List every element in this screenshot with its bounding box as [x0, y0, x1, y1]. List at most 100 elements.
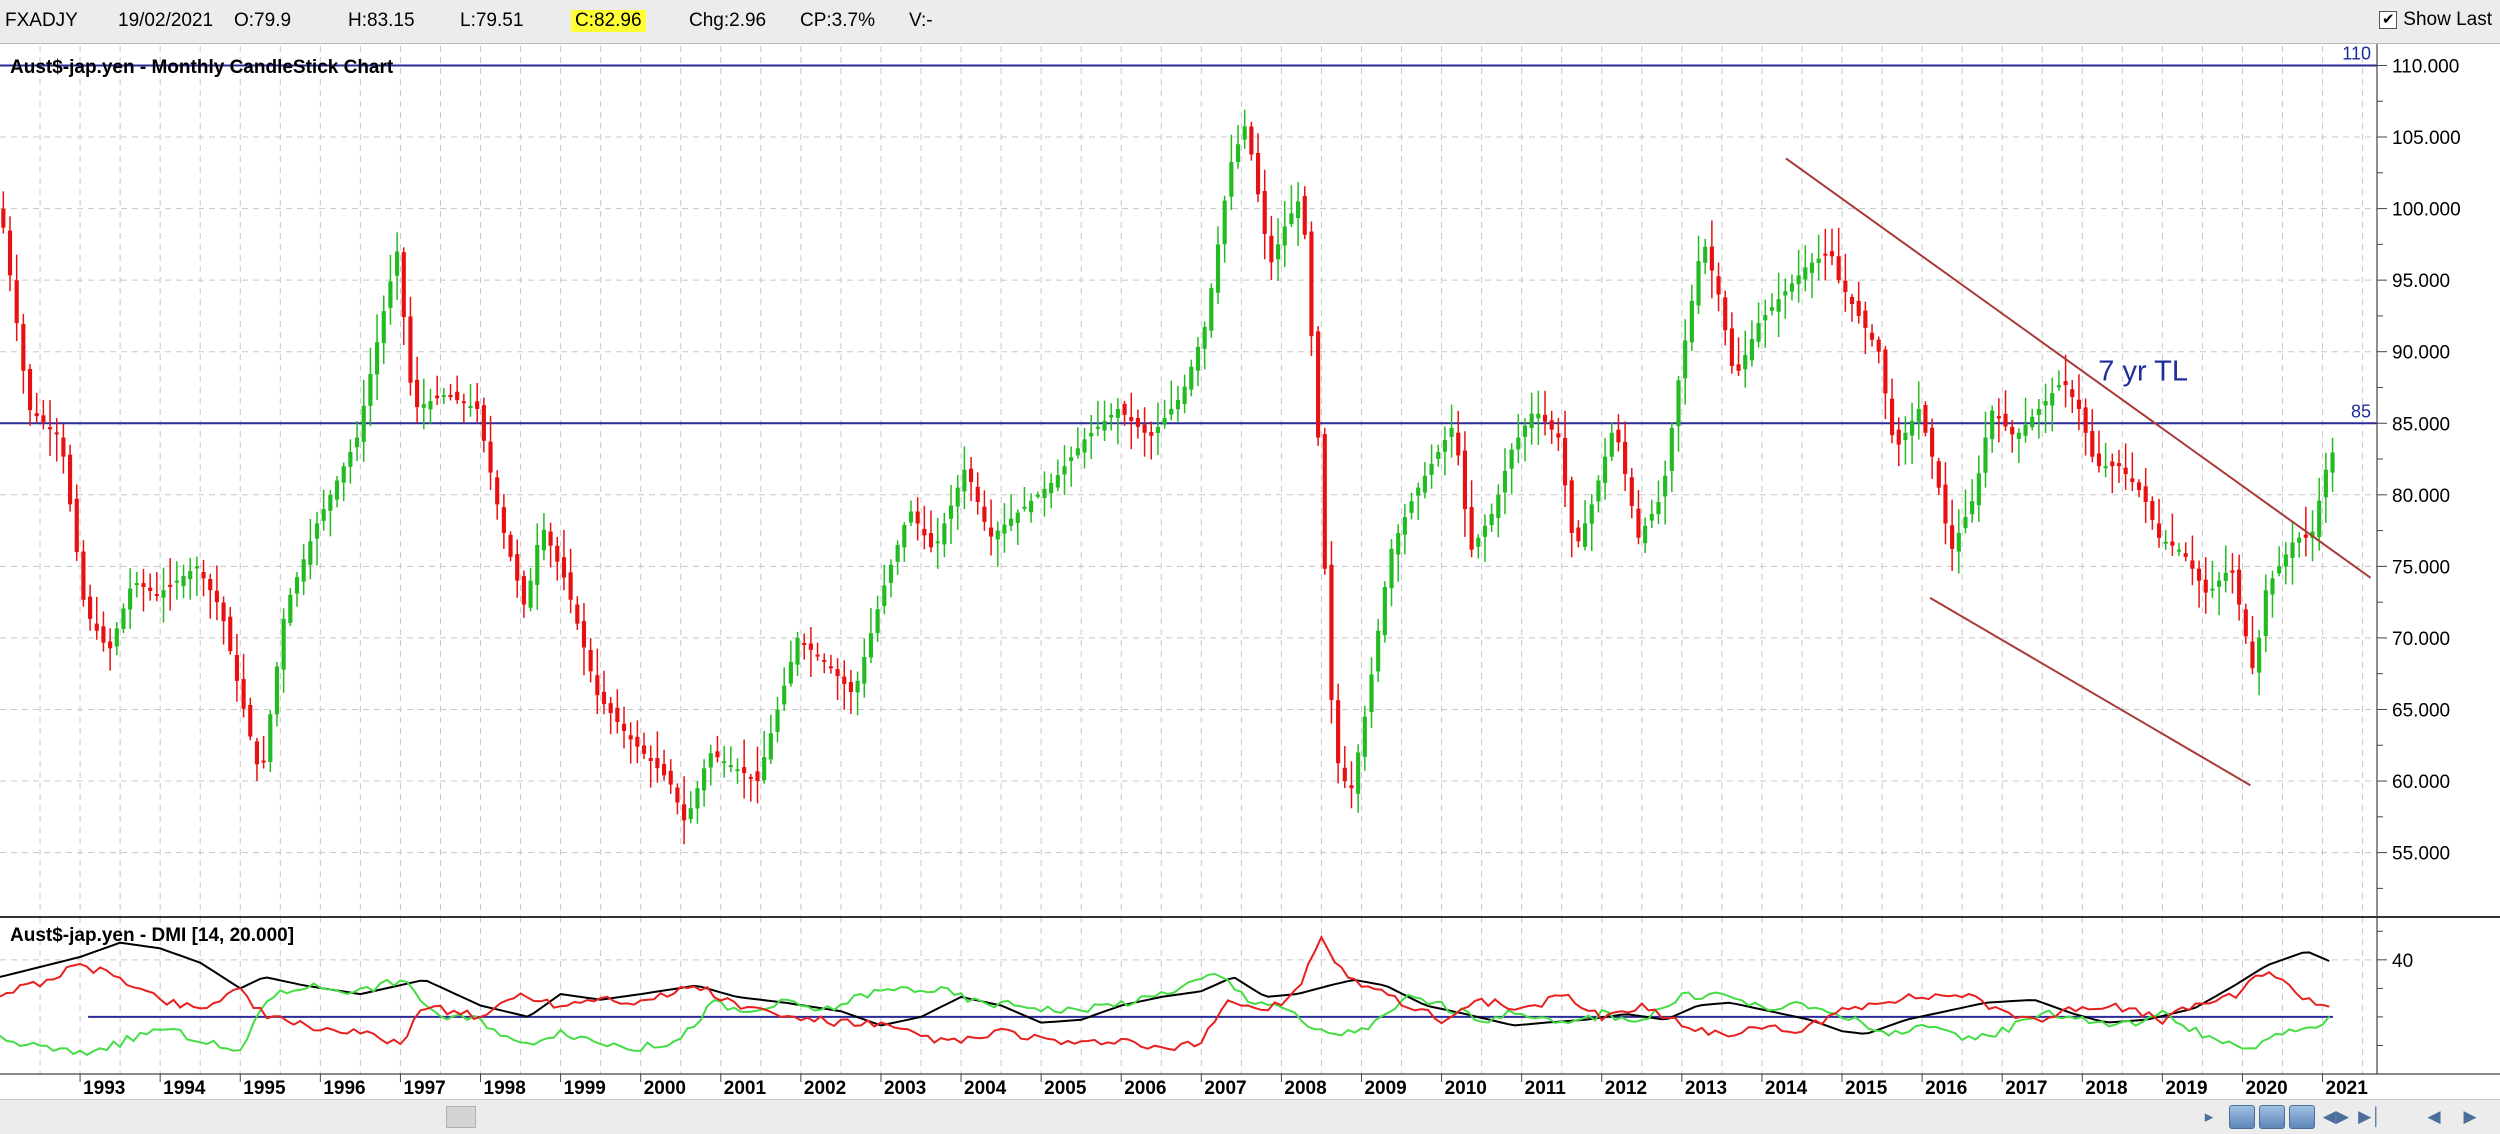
time-axis: 1993 1994 1995 1996 1997 1998 1999 2000 2001 2002…: [79, 1074, 2368, 1099]
candle-body: [1482, 525, 1488, 537]
candle-body: [1442, 439, 1447, 452]
candle-body: [27, 368, 33, 411]
candle-body: [368, 373, 373, 406]
candle-body: [742, 767, 747, 774]
candle-body: [989, 527, 994, 537]
candle-body: [1476, 537, 1481, 547]
candle-body: [1249, 126, 1254, 155]
candle-body: [762, 757, 767, 781]
price-axis: 55.000 60.000 65.000 70.000 75.000 80.000 85.0…: [2377, 56, 2461, 889]
candle-body: [1456, 432, 1461, 456]
candle-body: [2310, 531, 2315, 538]
zoom-out-icon[interactable]: [2259, 1105, 2285, 1129]
candle-body: [1055, 475, 1060, 488]
candle-body: [395, 251, 400, 276]
candle-body: [775, 709, 780, 732]
candle-body: [455, 391, 460, 400]
candle-body: [1676, 380, 1681, 427]
candle-body: [1956, 532, 1961, 552]
candle-body: [181, 575, 186, 587]
candle-body: [968, 468, 974, 483]
candle-body: [321, 509, 326, 521]
open-value: O:79.9: [234, 10, 292, 31]
chart-area[interactable]: 110 85 55.000 60.000 65.000 70.000 75.000 80.0…: [0, 44, 2500, 1099]
candle-body: [1322, 434, 1327, 569]
candle-body: [948, 505, 954, 519]
chart-settings-icon[interactable]: [2289, 1105, 2315, 1129]
candle-body: [1242, 126, 1247, 140]
candle-body: [1516, 437, 1521, 450]
show-last-toggle[interactable]: ✔ Show Last: [2379, 9, 2492, 31]
candle-body: [348, 451, 353, 467]
candle-body: [1890, 398, 1895, 436]
scroll-thumb[interactable]: [446, 1106, 476, 1128]
candle-body: [354, 437, 360, 448]
candle-body: [541, 529, 546, 551]
x-tick-label: 2018: [2085, 1078, 2127, 1099]
candle-body: [301, 559, 306, 582]
candle-body: [2136, 482, 2142, 491]
candle-body: [488, 441, 493, 473]
split-view-icon[interactable]: ◀▶: [2322, 1107, 2350, 1126]
candle-body: [1729, 328, 1734, 367]
candle-body: [908, 511, 914, 523]
candle-body: [1095, 426, 1100, 429]
candle-body: [128, 588, 133, 610]
candle-body: [114, 628, 119, 647]
candlestick-series: [1, 109, 2335, 845]
candle-body: [1756, 323, 1761, 342]
candle-body: [1389, 548, 1394, 589]
candle-body: [521, 576, 526, 605]
y-tick-label: 80.000: [2392, 486, 2450, 507]
go-to-end-icon[interactable]: ▶│: [2358, 1107, 2382, 1126]
candle-body: [1409, 501, 1414, 513]
candle-body: [415, 379, 420, 408]
candle-body: [2237, 569, 2242, 605]
x-tick-label: 2012: [1605, 1078, 1647, 1099]
candle-body: [635, 736, 640, 747]
candle-body: [1209, 288, 1214, 331]
candle-body: [1302, 195, 1307, 235]
candle-body: [2297, 537, 2302, 543]
candle-body: [228, 616, 233, 652]
x-tick-label: 2001: [724, 1078, 767, 1099]
candle-body: [828, 666, 833, 669]
scroll-left-icon[interactable]: ◀: [2427, 1107, 2441, 1126]
trendline: [1785, 157, 2372, 579]
candle-body: [88, 596, 93, 619]
scroll-right-arrow-icon[interactable]: ▸: [2204, 1107, 2214, 1126]
scroll-right-icon[interactable]: ▶: [2463, 1107, 2477, 1126]
candle-body: [2116, 463, 2122, 467]
zoom-in-icon[interactable]: [2229, 1105, 2255, 1129]
candle-body: [294, 577, 300, 594]
candle-body: [1696, 261, 1701, 306]
low-value: L:79.51: [460, 10, 524, 31]
candle-body: [1616, 429, 1621, 443]
candle-body: [1863, 310, 1868, 328]
candle-body: [782, 685, 787, 705]
trendline: [1929, 596, 2251, 787]
candle-body: [675, 787, 680, 803]
x-tick-label: 2008: [1284, 1078, 1326, 1099]
candle-body: [1556, 433, 1561, 438]
chart-scrollbar[interactable]: ▸ ◀▶ ▶│ ◀ ▶: [0, 1099, 2500, 1134]
candle-body: [1709, 246, 1714, 271]
candle-body: [1235, 144, 1241, 163]
candle-body: [448, 394, 453, 398]
candle-body: [1549, 420, 1554, 430]
candle-body: [748, 776, 753, 779]
candle-body: [1416, 487, 1421, 496]
show-last-checkbox[interactable]: ✔: [2379, 11, 2398, 29]
candle-body: [174, 580, 179, 583]
volume-value: V:-: [909, 10, 933, 31]
candle-body: [722, 761, 727, 764]
reference-line-label: 110: [2342, 44, 2371, 63]
x-tick-label: 2003: [884, 1078, 926, 1099]
candle-body: [1269, 235, 1274, 263]
candle-body: [581, 621, 587, 648]
candle-body: [1155, 426, 1161, 433]
candle-body: [1255, 152, 1261, 195]
candle-body: [615, 707, 620, 723]
x-tick-label: 1999: [564, 1078, 606, 1099]
candle-body: [1316, 331, 1321, 438]
